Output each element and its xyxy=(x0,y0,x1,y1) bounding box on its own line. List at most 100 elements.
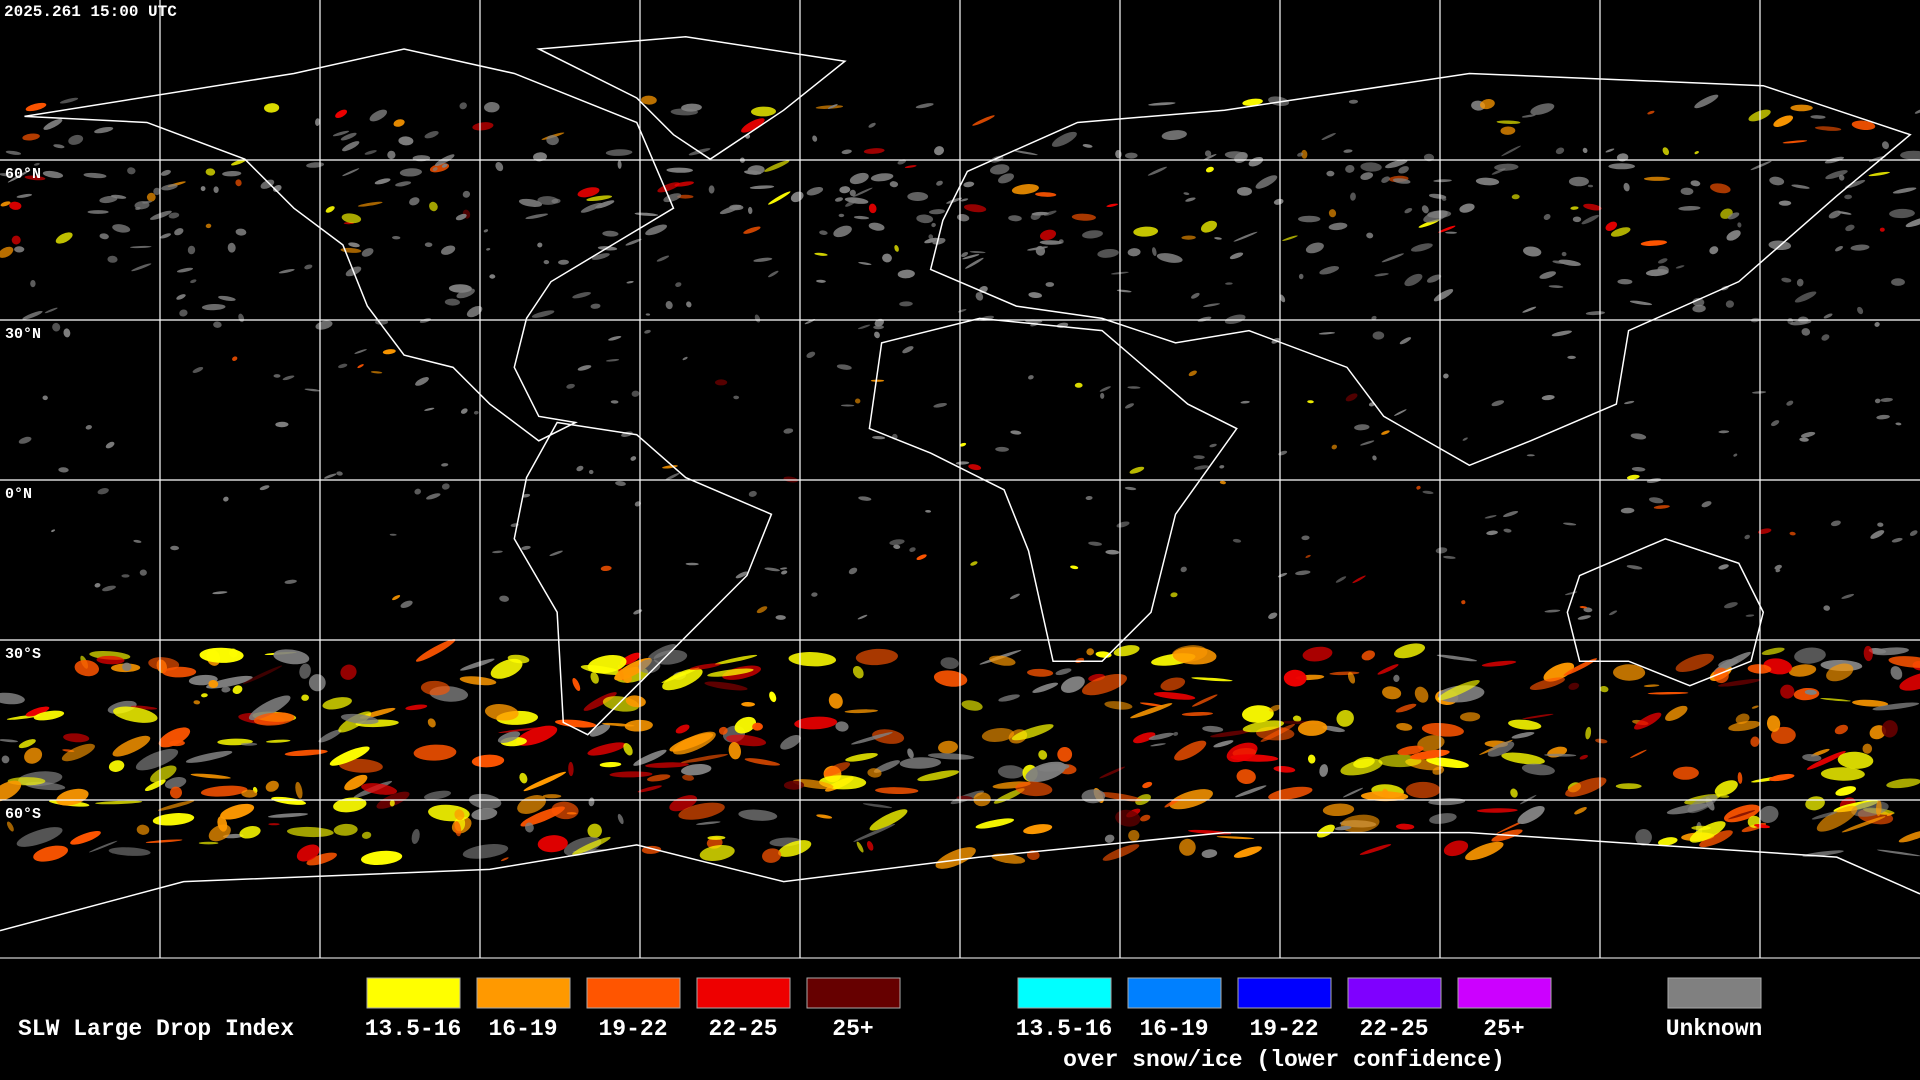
cloud-blob xyxy=(1522,713,1554,720)
cloud-blob xyxy=(1422,490,1434,495)
cloud-blob xyxy=(187,245,196,255)
cloud-blob xyxy=(135,748,179,771)
cloud-blob xyxy=(1088,541,1102,546)
cloud-blob xyxy=(1844,194,1852,200)
cloud-blob xyxy=(223,496,229,502)
cloud-blob xyxy=(304,388,321,392)
cloud-blob xyxy=(931,222,936,228)
cloud-blob xyxy=(811,592,818,597)
cloud-blob xyxy=(1192,694,1218,707)
cloud-blob xyxy=(677,194,694,199)
cloud-blob xyxy=(866,840,874,851)
cloud-blob xyxy=(1172,647,1217,665)
cloud-blob xyxy=(1060,676,1085,693)
cloud-blob xyxy=(855,648,898,666)
cloud-blob xyxy=(1850,244,1870,251)
cloud-blob xyxy=(1876,414,1890,420)
cloud-blob xyxy=(5,150,22,155)
cloud-blob xyxy=(360,850,403,866)
cloud-blob xyxy=(806,351,816,358)
cloud-blob xyxy=(393,119,405,127)
cloud-blob xyxy=(1360,162,1382,172)
cloud-blob xyxy=(150,765,177,783)
legend-label: 22-25 xyxy=(708,1016,777,1042)
cloud-blob xyxy=(735,571,749,579)
cloud-blob xyxy=(665,301,673,310)
cloud-blob xyxy=(162,666,197,678)
cloud-blob xyxy=(525,213,548,220)
cloud-blob xyxy=(867,768,882,778)
cloud-blob xyxy=(411,828,420,845)
legend-swatch xyxy=(1017,977,1112,1009)
cloud-blob xyxy=(1796,278,1804,287)
cloud-blob xyxy=(53,144,65,149)
cloud-blob xyxy=(340,713,379,725)
cloud-blob xyxy=(1156,253,1183,263)
cloud-blob xyxy=(497,731,521,744)
cloud-blob xyxy=(240,742,258,746)
cloud-blob xyxy=(1620,507,1635,514)
cloud-blob xyxy=(875,787,919,795)
cloud-blob xyxy=(734,716,757,734)
cloud-blob xyxy=(1727,212,1740,220)
cloud-blob xyxy=(1216,836,1255,840)
cloud-blob xyxy=(495,162,504,172)
cloud-blob xyxy=(870,173,894,182)
cloud-blob xyxy=(208,679,219,689)
cloud-blob xyxy=(1433,289,1454,302)
graticule xyxy=(0,0,1920,958)
cloud-blob xyxy=(1012,150,1038,156)
cloud-blob xyxy=(1202,725,1224,733)
cloud-blob xyxy=(1678,205,1701,211)
cloud-blob xyxy=(1097,248,1119,258)
cloud-blob xyxy=(89,840,118,853)
cloud-blob xyxy=(1745,614,1755,617)
latitude-label: 30°S xyxy=(5,646,41,663)
cloud-blob xyxy=(59,97,79,104)
cloud-blob xyxy=(894,245,899,252)
cloud-blob xyxy=(869,809,908,831)
cloud-blob xyxy=(1322,803,1355,817)
cloud-blob xyxy=(625,695,646,708)
cloud-blob xyxy=(1821,334,1830,341)
cloud-blob xyxy=(852,665,864,679)
cloud-blob xyxy=(1396,723,1413,731)
legend-label: 19-22 xyxy=(1249,1016,1318,1042)
cloud-blob xyxy=(176,294,186,300)
cloud-blob xyxy=(499,595,509,602)
cloud-blob xyxy=(1169,789,1213,810)
cloud-blob xyxy=(1416,485,1421,490)
cloud-blob xyxy=(459,676,497,686)
cloud-blob xyxy=(1268,786,1313,801)
cloud-blob xyxy=(669,795,698,812)
cloud-blob xyxy=(1086,648,1094,656)
legend-caption: over snow/ice (lower confidence) xyxy=(1063,1047,1505,1073)
legend-swatch xyxy=(1127,977,1222,1009)
cloud-blob xyxy=(1880,397,1893,402)
cloud-blob xyxy=(1835,246,1843,252)
cloud-blob xyxy=(1326,170,1335,177)
cloud-blob xyxy=(899,757,942,769)
cloud-blob xyxy=(1,755,10,764)
cloud-blob xyxy=(853,823,896,842)
cloud-blob xyxy=(374,178,391,185)
cloud-blob xyxy=(1082,230,1103,239)
cloud-blob xyxy=(975,292,984,301)
cloud-blob xyxy=(1563,658,1598,676)
cloud-blob xyxy=(972,115,995,126)
cloud-blob xyxy=(849,172,869,185)
cloud-blob xyxy=(83,172,107,179)
cloud-blob xyxy=(675,724,690,734)
cloud-blob xyxy=(329,746,370,766)
cloud-blob xyxy=(1608,163,1635,170)
cloud-blob xyxy=(315,118,320,126)
cloud-blob xyxy=(591,253,610,260)
cloud-blob xyxy=(1647,110,1655,115)
cloud-blob xyxy=(714,654,758,665)
cloud-blob xyxy=(1501,145,1521,157)
cloud-blob xyxy=(1898,830,1920,843)
cloud-blob xyxy=(1377,664,1399,675)
cloud-blob xyxy=(1343,149,1353,153)
cloud-blob xyxy=(1541,395,1555,401)
cloud-blob xyxy=(25,102,47,112)
